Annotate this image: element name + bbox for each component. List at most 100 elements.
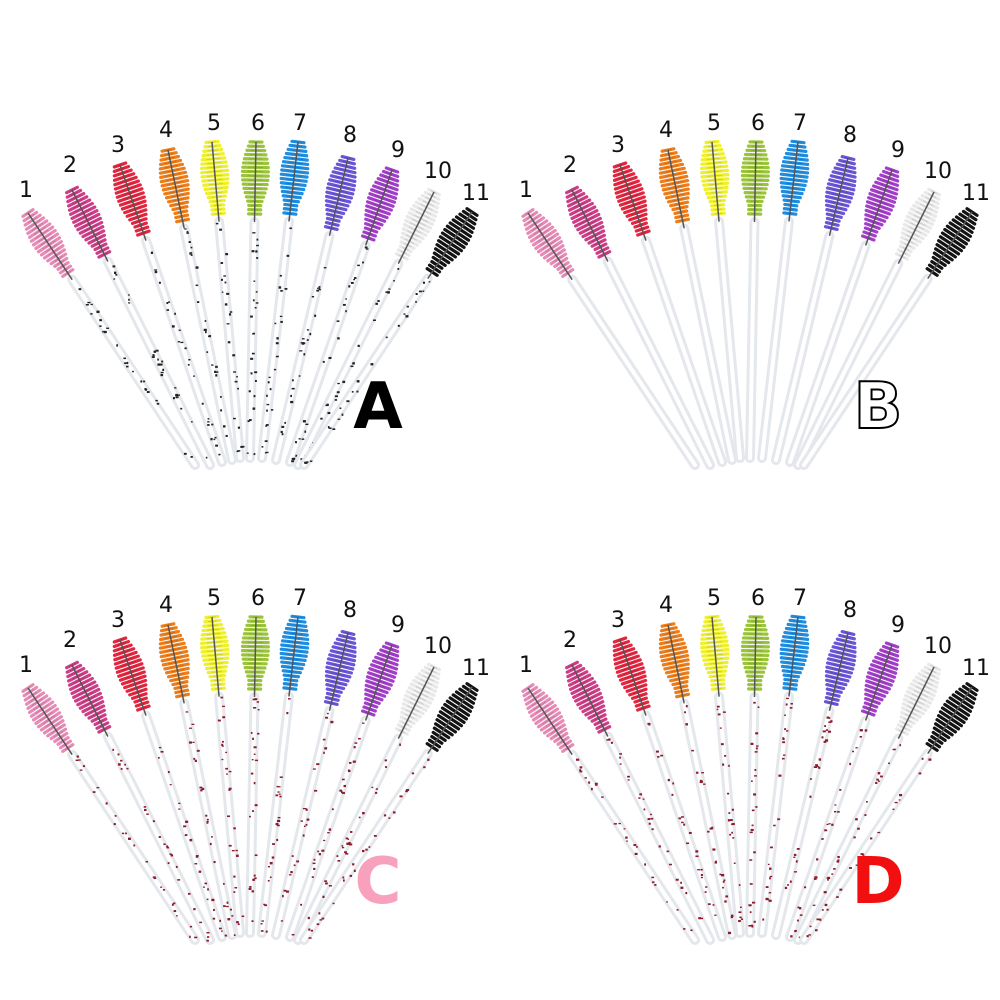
glitter-speck xyxy=(825,739,829,742)
glitter-speck xyxy=(344,851,347,854)
glitter-speck xyxy=(160,750,164,753)
glitter-speck xyxy=(608,738,611,741)
glitter-speck xyxy=(252,407,256,410)
handle-highlight xyxy=(248,694,257,935)
glitter-speck xyxy=(163,843,166,846)
glitter-speck xyxy=(75,759,79,762)
wand-number-label: 6 xyxy=(251,586,265,611)
glitter-speck xyxy=(173,397,175,400)
mascara-wand xyxy=(799,682,979,945)
glitter-speck xyxy=(350,281,354,284)
glitter-speck xyxy=(411,772,415,775)
glitter-speck xyxy=(837,859,840,861)
glitter-speck xyxy=(808,934,811,936)
glitter-speck xyxy=(418,290,422,293)
glitter-speck xyxy=(638,797,641,799)
panel-letter: C xyxy=(355,845,402,919)
glitter-speck xyxy=(113,278,116,280)
glitter-speck xyxy=(300,458,303,461)
wand-number-label: 1 xyxy=(519,653,533,678)
glitter-speck xyxy=(190,456,193,458)
glitter-speck xyxy=(226,773,228,775)
glitter-speck xyxy=(145,860,148,863)
glitter-speck xyxy=(826,823,829,826)
glitter-speck xyxy=(166,845,169,848)
glitter-speck xyxy=(403,313,406,315)
mascara-wand xyxy=(771,155,857,465)
glitter-speck xyxy=(92,791,96,793)
mascara-wand xyxy=(740,140,771,463)
glitter-speck xyxy=(289,227,292,230)
glitter-speck xyxy=(383,814,387,817)
glitter-speck xyxy=(888,762,890,764)
glitter-speck xyxy=(707,830,710,833)
glitter-speck xyxy=(362,811,365,815)
brush-core xyxy=(167,149,185,229)
wand-number-label: 2 xyxy=(563,628,577,653)
glitter-speck xyxy=(415,301,417,303)
glitter-speck xyxy=(188,741,193,744)
glitter-speck xyxy=(123,357,127,360)
glitter-speck xyxy=(252,299,255,302)
brush-core xyxy=(667,624,685,704)
glitter-speck xyxy=(212,917,216,920)
glitter-speck xyxy=(790,702,793,705)
glitter-speck xyxy=(295,454,298,458)
glitter-speck xyxy=(232,354,236,357)
glitter-speck xyxy=(423,766,426,769)
glitter-speck xyxy=(190,421,193,423)
glitter-speck xyxy=(855,747,858,749)
mascara-wand xyxy=(257,614,310,938)
glitter-speck xyxy=(337,337,340,340)
glitter-speck xyxy=(683,928,686,930)
glitter-speck xyxy=(206,932,210,934)
glitter-speck xyxy=(270,409,274,411)
glitter-speck xyxy=(725,895,729,898)
glitter-speck xyxy=(681,821,684,824)
glitter-speck xyxy=(302,834,305,837)
glitter-speck xyxy=(784,714,786,716)
brush-core xyxy=(211,141,220,222)
glitter-speck xyxy=(627,775,630,778)
glitter-speck xyxy=(377,300,380,302)
glitter-speck xyxy=(819,918,822,921)
brush-core xyxy=(211,616,220,697)
wand-number-label: 3 xyxy=(111,133,125,158)
glitter-speck xyxy=(276,785,279,788)
mascara-wand xyxy=(285,166,400,467)
glitter-speck xyxy=(121,832,125,835)
glitter-speck xyxy=(154,270,158,274)
glitter-speck xyxy=(290,394,292,398)
glitter-speck xyxy=(782,754,786,756)
glitter-speck xyxy=(406,305,409,308)
handle-highlight xyxy=(288,718,368,939)
glitter-speck xyxy=(777,818,781,821)
glitter-speck xyxy=(751,824,754,827)
glitter-speck xyxy=(228,789,231,791)
glitter-speck xyxy=(233,934,237,936)
glitter-speck xyxy=(206,939,209,942)
wand-number-label: 7 xyxy=(293,586,307,611)
glitter-speck xyxy=(650,813,652,816)
glitter-speck xyxy=(286,254,290,257)
glitter-speck xyxy=(372,319,376,322)
glitter-speck xyxy=(265,451,269,454)
brush-core xyxy=(711,141,720,222)
glitter-speck xyxy=(328,885,332,887)
glitter-speck xyxy=(371,786,374,789)
glitter-speck xyxy=(362,849,365,853)
glitter-speck xyxy=(331,808,334,811)
glitter-speck xyxy=(274,322,277,325)
glitter-speck xyxy=(648,822,651,825)
glitter-speck xyxy=(358,816,361,819)
glitter-speck xyxy=(644,863,647,866)
glitter-speck xyxy=(749,883,753,885)
glitter-speck xyxy=(224,934,228,937)
glitter-speck xyxy=(265,425,268,427)
glitter-speck xyxy=(175,865,178,868)
handle-highlight xyxy=(682,701,734,937)
glitter-speck xyxy=(252,232,256,234)
glitter-speck xyxy=(251,250,255,253)
glitter-speck xyxy=(156,402,160,405)
glitter-speck xyxy=(256,244,259,247)
